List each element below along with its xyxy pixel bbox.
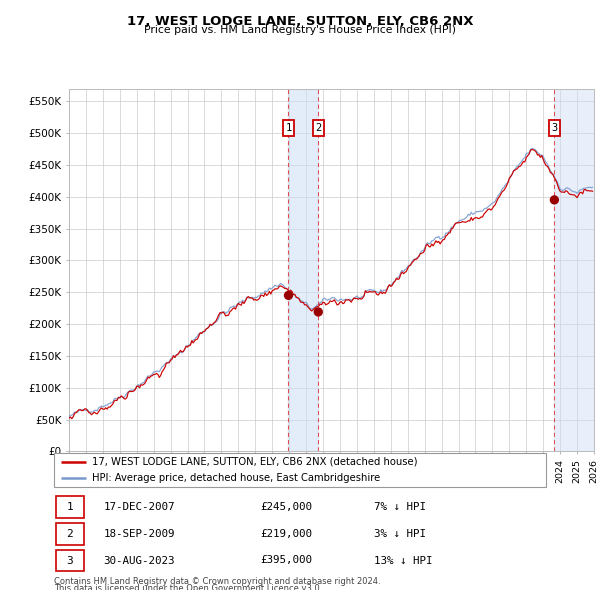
Text: HPI: Average price, detached house, East Cambridgeshire: HPI: Average price, detached house, East… (92, 473, 380, 483)
Text: This data is licensed under the Open Government Licence v3.0.: This data is licensed under the Open Gov… (54, 584, 322, 590)
Text: 2: 2 (315, 123, 322, 133)
Text: 7% ↓ HPI: 7% ↓ HPI (374, 503, 426, 512)
Text: 17, WEST LODGE LANE, SUTTON, ELY, CB6 2NX (detached house): 17, WEST LODGE LANE, SUTTON, ELY, CB6 2N… (92, 457, 418, 467)
Bar (289, 88, 318, 451)
Text: 30-AUG-2023: 30-AUG-2023 (103, 556, 175, 565)
Text: £395,000: £395,000 (260, 556, 313, 565)
Text: Contains HM Land Registry data © Crown copyright and database right 2024.: Contains HM Land Registry data © Crown c… (54, 577, 380, 586)
Text: Price paid vs. HM Land Registry's House Price Index (HPI): Price paid vs. HM Land Registry's House … (144, 25, 456, 35)
Bar (554, 88, 594, 451)
Text: £219,000: £219,000 (260, 529, 313, 539)
Point (313, 307, 323, 317)
Text: £245,000: £245,000 (260, 503, 313, 512)
Text: 1: 1 (67, 503, 73, 512)
Bar (56, 550, 83, 571)
Text: 3% ↓ HPI: 3% ↓ HPI (374, 529, 426, 539)
Point (550, 195, 559, 205)
Text: 17, WEST LODGE LANE, SUTTON, ELY, CB6 2NX: 17, WEST LODGE LANE, SUTTON, ELY, CB6 2N… (127, 15, 473, 28)
Text: 1: 1 (286, 123, 292, 133)
Text: 13% ↓ HPI: 13% ↓ HPI (374, 556, 432, 565)
Text: 17-DEC-2007: 17-DEC-2007 (103, 503, 175, 512)
Bar (56, 497, 83, 518)
Text: 2: 2 (67, 529, 73, 539)
Text: 18-SEP-2009: 18-SEP-2009 (103, 529, 175, 539)
Text: 3: 3 (67, 556, 73, 565)
Point (284, 291, 293, 300)
Text: 3: 3 (551, 123, 557, 133)
Bar (56, 523, 83, 545)
